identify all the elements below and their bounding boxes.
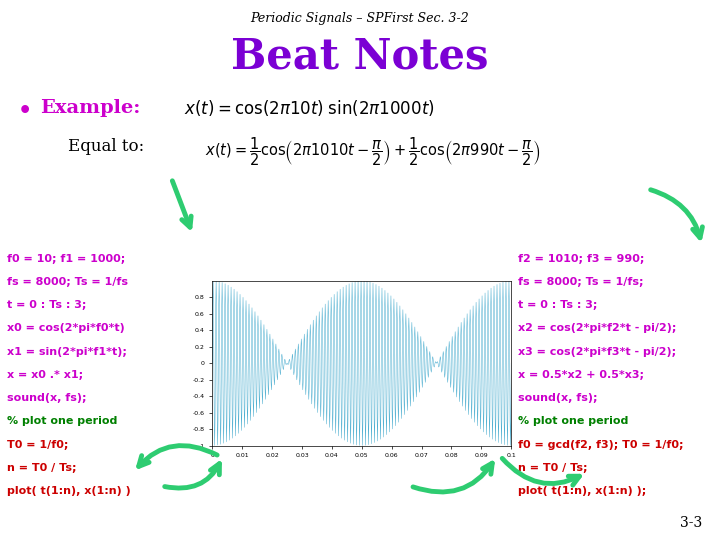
- Text: f0 = 10; f1 = 1000;: f0 = 10; f1 = 1000;: [7, 254, 125, 264]
- Text: % plot one period: % plot one period: [518, 416, 629, 427]
- Text: x = 0.5*x2 + 0.5*x3;: x = 0.5*x2 + 0.5*x3;: [518, 370, 644, 380]
- Text: sound(x, fs);: sound(x, fs);: [518, 393, 598, 403]
- Text: t = 0 : Ts : 3;: t = 0 : Ts : 3;: [518, 300, 598, 310]
- Text: plot( t(1:n), x(1:n) );: plot( t(1:n), x(1:n) );: [518, 486, 647, 496]
- Text: % plot one period: % plot one period: [7, 416, 117, 427]
- Text: Periodic Signals – SPFirst Sec. 3-2: Periodic Signals – SPFirst Sec. 3-2: [251, 12, 469, 25]
- Text: $x(t) = \dfrac{1}{2}\cos\!\left(2\pi 1010t - \dfrac{\pi}{2}\right) + \dfrac{1}{2: $x(t) = \dfrac{1}{2}\cos\!\left(2\pi 101…: [205, 135, 541, 167]
- Text: Beat Notes: Beat Notes: [231, 35, 489, 77]
- Text: •: •: [18, 100, 32, 122]
- Text: x2 = cos(2*pi*f2*t - pi/2);: x2 = cos(2*pi*f2*t - pi/2);: [518, 323, 677, 334]
- Text: Example:: Example:: [40, 99, 140, 117]
- Text: f0 = gcd(f2, f3); T0 = 1/f0;: f0 = gcd(f2, f3); T0 = 1/f0;: [518, 440, 684, 450]
- Text: fs = 8000; Ts = 1/fs: fs = 8000; Ts = 1/fs: [7, 277, 128, 287]
- Text: sound(x, fs);: sound(x, fs);: [7, 393, 86, 403]
- Text: f2 = 1010; f3 = 990;: f2 = 1010; f3 = 990;: [518, 254, 645, 264]
- Text: t = 0 : Ts : 3;: t = 0 : Ts : 3;: [7, 300, 86, 310]
- Text: x3 = cos(2*pi*f3*t - pi/2);: x3 = cos(2*pi*f3*t - pi/2);: [518, 347, 677, 357]
- Text: T0 = 1/f0;: T0 = 1/f0;: [7, 440, 68, 450]
- Text: x = x0 .* x1;: x = x0 .* x1;: [7, 370, 84, 380]
- Text: plot( t(1:n), x(1:n) ): plot( t(1:n), x(1:n) ): [7, 486, 131, 496]
- Text: $x(t) = \cos(2\pi 10t)\;\sin(2\pi 1000t)$: $x(t) = \cos(2\pi 10t)\;\sin(2\pi 1000t)…: [184, 98, 434, 118]
- Text: x1 = sin(2*pi*f1*t);: x1 = sin(2*pi*f1*t);: [7, 347, 127, 357]
- Text: x0 = cos(2*pi*f0*t): x0 = cos(2*pi*f0*t): [7, 323, 125, 334]
- Text: 3-3: 3-3: [680, 516, 702, 530]
- Text: fs = 8000; Ts = 1/fs;: fs = 8000; Ts = 1/fs;: [518, 277, 644, 287]
- Text: n = T0 / Ts;: n = T0 / Ts;: [7, 463, 77, 473]
- Text: Equal to:: Equal to:: [68, 138, 145, 154]
- Text: n = T0 / Ts;: n = T0 / Ts;: [518, 463, 588, 473]
